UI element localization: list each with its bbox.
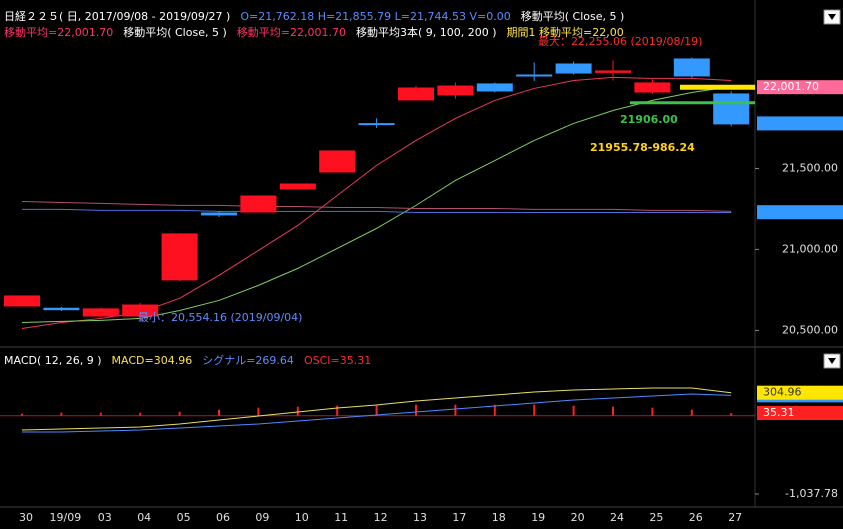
x-tick-label: 26: [689, 511, 703, 524]
annotation: 21906.00: [620, 113, 678, 126]
header-text: MACD=304.96: [112, 354, 193, 367]
header-text: 移動平均=22,001.70: [4, 25, 113, 39]
osci-bar: [493, 404, 496, 416]
osci-bar: [612, 406, 614, 416]
header-text: MACD( 12, 26, 9 ): [4, 354, 102, 367]
price-box: [757, 80, 843, 95]
price-box: [757, 205, 843, 220]
price-box: [757, 385, 843, 400]
header-text: シグナル=269.64: [202, 353, 294, 367]
x-tick-label: 11: [334, 511, 348, 524]
candle-body: [82, 308, 119, 317]
annotation: 最大：22,255.06 (2019/08/19): [538, 34, 702, 48]
macd-line: [21, 387, 732, 431]
price-box-label: 304.96: [763, 386, 802, 399]
osci-bar: [336, 405, 339, 416]
menu-arrow[interactable]: [828, 358, 836, 364]
osci-bar: [415, 404, 417, 416]
osci-bar: [572, 405, 575, 416]
price-box-label: 22,001.70: [763, 80, 819, 93]
moving-average-line: [22, 208, 732, 214]
osci-bar: [139, 412, 142, 416]
x-tick-label: 05: [177, 511, 191, 524]
y-tick-label: 20,500.00: [782, 323, 838, 336]
x-tick-label: 30: [19, 511, 33, 524]
header-text: OSCI=35.31: [304, 354, 371, 367]
osci-bar: [690, 409, 693, 416]
x-tick-label: 20: [571, 511, 585, 524]
x-tick-label: 24: [610, 511, 624, 524]
price-box: [757, 116, 843, 131]
candle-body: [634, 82, 671, 93]
osci-bar: [651, 407, 654, 416]
candle-body: [476, 83, 513, 92]
candle-body: [713, 93, 750, 125]
osci-bar: [99, 412, 102, 416]
x-tick-label: 10: [295, 511, 309, 524]
header-text: 移動平均3本( 9, 100, 200 ): [356, 25, 497, 39]
candle-body: [437, 85, 474, 96]
y-tick-label: 21,000.00: [782, 242, 838, 255]
y-tick-label: 21,500.00: [782, 161, 838, 174]
candle-body: [595, 70, 631, 73]
osci-bar: [218, 409, 220, 416]
osci-bar: [533, 404, 536, 416]
osci-bar: [21, 413, 23, 416]
osci-bar: [296, 406, 299, 416]
candle-body: [240, 195, 277, 213]
candle-body: [4, 295, 40, 307]
candle-body: [201, 212, 237, 216]
candle-body: [516, 74, 553, 77]
x-tick-label: 03: [98, 511, 112, 524]
price-box: [757, 406, 843, 421]
candle-body: [319, 150, 356, 173]
osci-bar: [375, 405, 378, 416]
candle-body: [161, 233, 198, 281]
header-text: 日経２２５( 日, 2017/09/08 - 2019/09/27 ): [4, 10, 230, 23]
annotation: 21955.78-986.24: [590, 141, 695, 154]
x-tick-label: 18: [492, 511, 506, 524]
pane-menu-button[interactable]: [823, 9, 841, 25]
header-text: 移動平均( Close, 5 ): [123, 25, 227, 39]
pane-menu-button[interactable]: [823, 353, 841, 369]
candle-body: [358, 123, 395, 126]
candle-body: [279, 183, 316, 190]
osci-bar: [730, 413, 733, 416]
header-text: 期間1 移動平均=22,00: [507, 25, 624, 39]
x-tick-label: 13: [413, 511, 427, 524]
candle-body: [43, 307, 80, 311]
candle-body: [122, 304, 159, 317]
header-text: 移動平均( Close, 5 ): [521, 9, 625, 23]
candle-body: [555, 63, 592, 74]
osci-bar: [178, 411, 181, 416]
osci-bar: [60, 412, 63, 416]
x-tick-label: 27: [728, 511, 742, 524]
header-text: 移動平均=22,001.70: [237, 25, 346, 39]
osci-bar: [454, 404, 457, 416]
osci-bar: [257, 407, 260, 416]
price-box-label: 35.31: [763, 406, 795, 419]
menu-arrow[interactable]: [828, 14, 836, 20]
x-tick-label: 04: [137, 511, 151, 524]
y-tick-label: -1,037.78: [785, 487, 838, 500]
candle-body: [398, 87, 434, 101]
x-tick-label: 25: [649, 511, 663, 524]
x-tick-label: 09: [255, 511, 269, 524]
candle-body: [673, 58, 710, 77]
x-tick-label: 06: [216, 511, 230, 524]
header-text: O=21,762.18 H=21,855.79 L=21,744.53 V=0.…: [240, 10, 510, 23]
x-tick-label: 19/09: [50, 511, 82, 524]
moving-average-line: [21, 200, 732, 212]
x-tick-label: 17: [452, 511, 466, 524]
macd-line: [22, 393, 732, 433]
x-tick-label: 12: [374, 511, 388, 524]
x-tick-label: 19: [531, 511, 545, 524]
annotation: 最小：20,554.16 (2019/09/04): [138, 311, 302, 324]
